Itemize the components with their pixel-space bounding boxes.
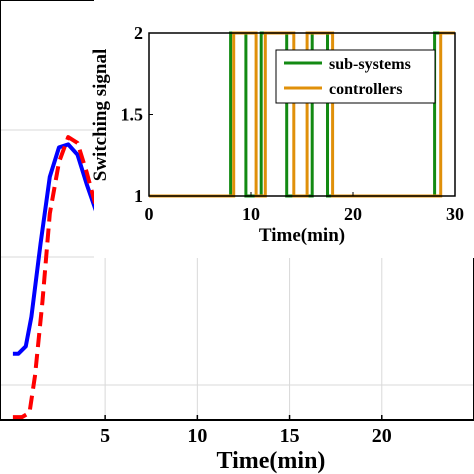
- inset-y-tick-label-1: 1.5: [121, 105, 144, 125]
- main-x-tick-label-1: 10: [187, 425, 207, 447]
- inset-x-tick-label-0: 0: [145, 204, 154, 224]
- main-x-axis-label: Time(min): [217, 448, 326, 474]
- main-x-tick-label-2: 15: [280, 425, 300, 447]
- inset-y-tick-label-0: 1: [134, 186, 143, 206]
- legend-label-controllers: controllers: [329, 81, 402, 98]
- inset-legend: sub-systems controllers: [275, 49, 436, 104]
- main-ticks: 5 10 15 20: [100, 415, 392, 447]
- main-axes-frame: [0, 0, 474, 421]
- main-x-tick-label-3: 20: [372, 425, 392, 447]
- inset-ticks: 0 10 20 30 1 1.5 2: [121, 23, 465, 224]
- inset-y-tick-label-2: 2: [134, 23, 143, 43]
- inset-x-tick-label-3: 30: [446, 204, 464, 224]
- inset-x-axis-label: Time(min): [259, 225, 345, 246]
- inset-x-tick-label-2: 20: [344, 204, 362, 224]
- legend-label-sub-systems: sub-systems: [329, 56, 411, 73]
- inset-x-tick-label-1: 10: [242, 204, 260, 224]
- inset-y-axis-label: Switching signal: [90, 49, 111, 182]
- legend-box: [275, 49, 436, 104]
- main-x-tick-label-0: 5: [100, 425, 110, 447]
- inset-background: [94, 0, 474, 258]
